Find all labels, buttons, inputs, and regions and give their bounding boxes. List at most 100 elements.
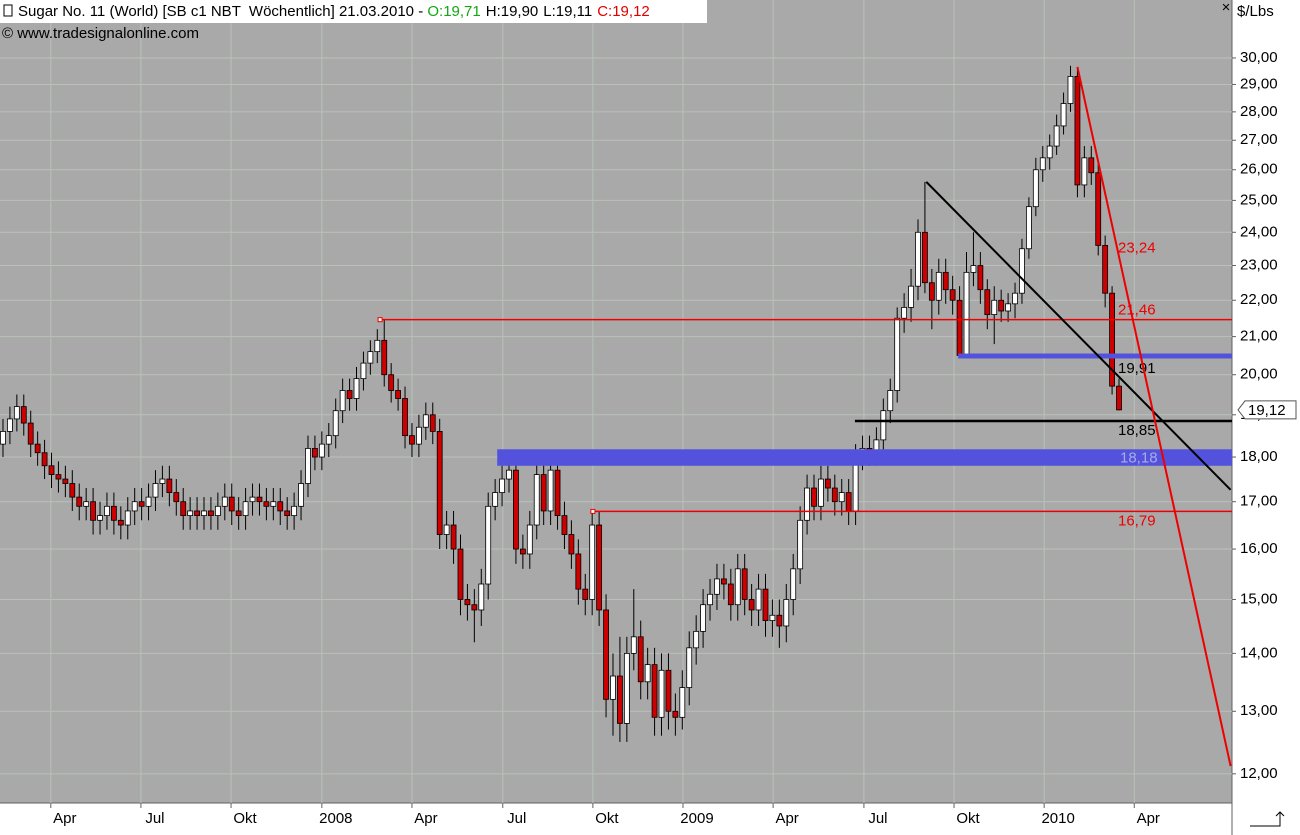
candle-body [402,398,408,437]
candle-body [630,636,637,654]
candle-body [977,265,984,291]
x-tick-label: Jul [868,810,887,827]
candle-body [783,599,790,627]
candle-body [547,469,554,512]
candle-body [589,524,596,600]
candle-body [270,501,277,507]
candle-body [880,410,887,441]
candle-body [637,636,644,683]
candle-body [339,390,346,412]
candle-body [201,510,207,517]
candle-body [513,469,519,550]
candle-body [797,519,804,570]
candle-body [963,271,970,356]
candle-body [714,578,720,595]
candle-body [1019,248,1025,294]
y-tick-label: 21,00 [1240,328,1278,345]
level-label: 16,79 [1118,512,1156,529]
trendline [1076,66,1232,767]
candle-body [1060,103,1067,127]
trendline-label: 23,24 [1118,239,1156,256]
candle-body [159,478,166,484]
candle-body [55,474,62,480]
candle-body [97,515,103,521]
y-tick-label: 14,00 [1240,644,1278,661]
candle-body [838,492,845,503]
candle-body [228,496,235,512]
candle-body [734,568,741,606]
candle-body [492,492,499,507]
candle-body [298,483,304,507]
candle-body [1039,157,1046,171]
candle-body [1053,125,1060,147]
candle-body [284,510,291,517]
candle-body [20,406,27,424]
x-tick-label: Okt [233,810,257,827]
y-tick-label: 27,00 [1240,131,1278,148]
candle-body [762,588,769,621]
candle-body [318,443,325,458]
candle-body [395,390,401,399]
candle-body [346,390,353,399]
candle-body [818,478,824,507]
y-tick-label: 23,00 [1240,257,1278,274]
zone [958,353,1232,359]
candle-body [422,414,429,428]
candle-body [124,510,131,526]
candle-body [1088,157,1095,174]
ohlc-label: H:19,90 [486,3,539,20]
candle-body [845,492,852,512]
candle-body [596,524,603,611]
candle-body [679,687,686,718]
chart-title: Sugar No. 11 (World) [SB c1 NBT Wöchentl… [18,3,427,20]
zone [497,449,1232,466]
candle-body [1102,245,1109,294]
candle-body [478,583,485,611]
handle [377,317,383,323]
candle-body [540,474,547,512]
candle-body [568,534,575,555]
candle-body [956,299,963,356]
candle-body [360,362,367,380]
candle-body [686,647,693,689]
ohlc-label: L:19,11 [543,3,592,20]
scroll-icon[interactable] [1250,811,1285,827]
candle-body [623,652,630,724]
candle-body [720,578,727,585]
candle-body [90,501,96,521]
x-tick-label: Apr [775,810,798,827]
candle-body [415,426,422,445]
trendline [925,181,1232,491]
candle-body [887,390,894,412]
candle-body [166,478,173,493]
candle-body [970,265,977,273]
candle-body [235,510,242,517]
candle-body [1074,75,1081,186]
candle-body [519,548,526,555]
candle-body [1067,75,1074,104]
close-button[interactable]: × [1222,0,1231,16]
candle-body [194,510,200,517]
candle-body [34,443,41,454]
candle-body [443,524,450,535]
candle-body [707,593,713,606]
candle-body [48,465,55,475]
candle-body [277,501,284,512]
candle-body [62,478,69,484]
candle-body [651,664,658,718]
candle-body [353,378,360,399]
candle-body [464,599,471,606]
candle-body [984,289,991,316]
candle-body [1095,172,1102,246]
x-tick-label: Jul [507,810,526,827]
candle-body [13,406,20,420]
y-tick-label: 16,00 [1240,540,1278,557]
y-tick-label: 30,00 [1240,49,1278,66]
level-label: 21,46 [1118,302,1156,319]
candle-body [949,289,956,301]
candle-body [506,469,512,480]
y-tick-label: 18,00 [1240,448,1278,465]
candle-body [332,410,339,437]
last-price-marker [1237,400,1297,420]
